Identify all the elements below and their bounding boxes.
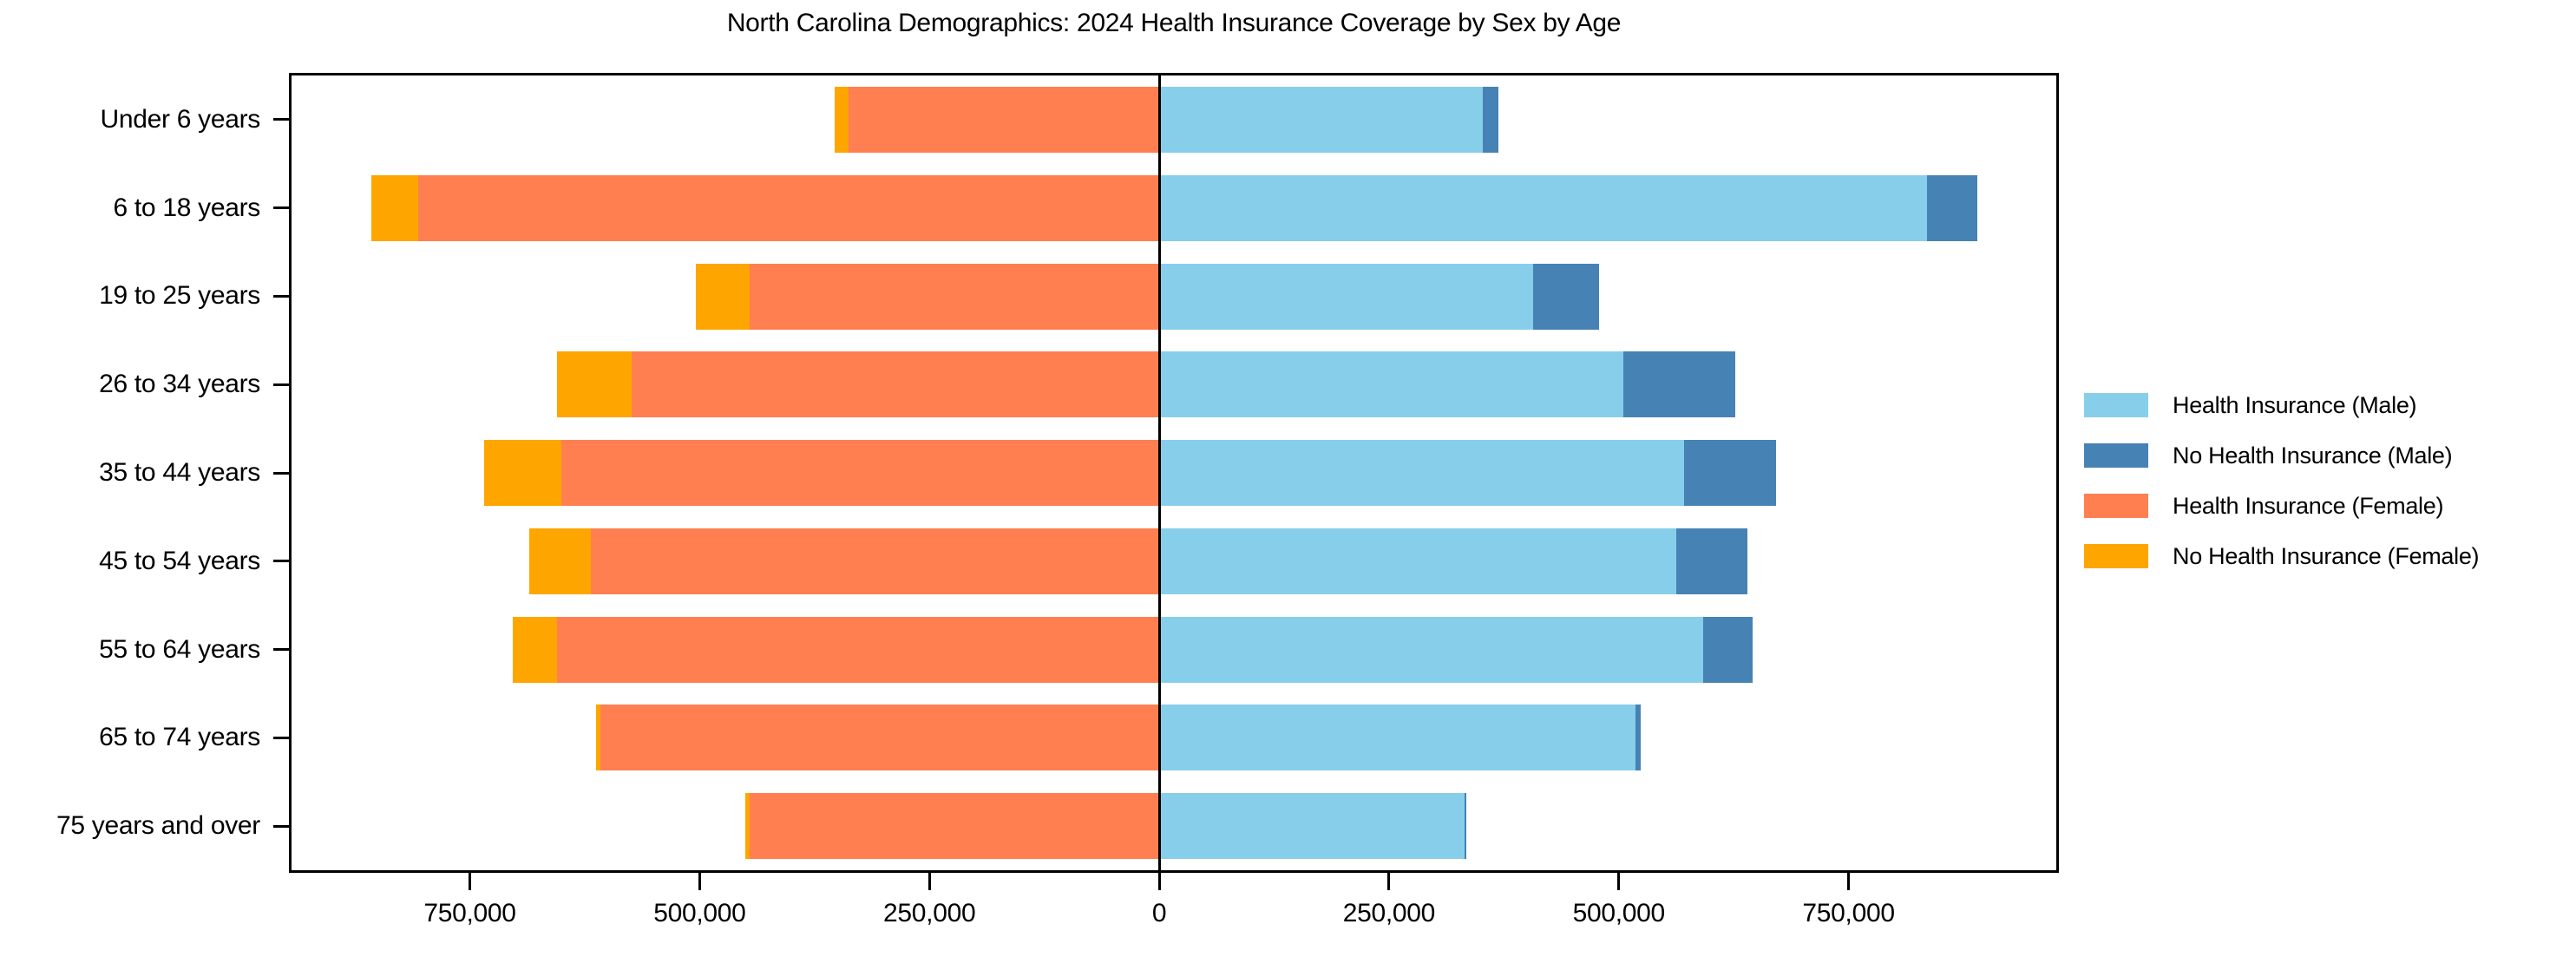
y-axis-category-label: 45 to 54 years [99,546,260,575]
bar-segment-health-insurance-male [1159,87,1483,153]
bar-segment-no-health-insurance-male [1482,87,1498,153]
x-axis-tick [698,873,701,890]
x-axis-tick [469,873,472,890]
y-axis-tick [273,383,289,386]
bar-segment-no-health-insurance-male [1683,440,1776,507]
y-axis-category-label: 26 to 34 years [99,370,260,399]
x-axis-tick-label: 0 [1151,899,1167,928]
bar-segment-no-health-insurance-female [371,174,419,241]
legend-swatch-icon [2084,544,2148,568]
x-axis-tick-label: 500,000 [1572,899,1666,928]
legend-item: No Health Insurance (Male) [2084,430,2479,481]
bar-segment-no-health-insurance-male [1926,174,1977,241]
bar-segment-health-insurance-female [561,440,1160,507]
legend-label: Health Insurance (Male) [2173,391,2417,418]
legend-swatch-icon [2084,494,2148,518]
bar-rows [292,75,2056,870]
legend: Health Insurance (Male) No Health Insuran… [2084,380,2480,581]
x-axis-tick-label: 500,000 [653,899,746,928]
y-axis-tick [273,736,289,739]
bar-segment-health-insurance-female [749,793,1160,860]
bar-segment-no-health-insurance-female [529,528,592,594]
bar-segment-no-health-insurance-female [835,87,849,153]
legend-label: No Health Insurance (Female) [2173,542,2480,569]
y-axis-tick [273,118,289,121]
y-axis-tick [273,560,289,563]
y-axis-category-label: 6 to 18 years [113,193,260,222]
bar-segment-health-insurance-male [1159,263,1534,330]
bar-segment-health-insurance-female [848,87,1160,153]
x-axis-tick-label: 750,000 [1802,899,1895,928]
legend-swatch-icon [2084,443,2148,468]
y-axis-tick [273,206,289,210]
zero-axis-line [1157,75,1161,870]
bar-segment-no-health-insurance-male [1623,351,1736,418]
y-axis-tick [273,648,289,652]
bar-segment-health-insurance-male [1159,705,1635,771]
plot-area [289,73,2059,873]
x-axis-tick-label: 250,000 [1342,899,1436,928]
bar-segment-health-insurance-female [600,705,1160,771]
y-axis-tick [273,824,289,828]
legend-item: No Health Insurance (Female) [2084,531,2480,581]
bar-segment-no-health-insurance-female [484,440,562,507]
bar-segment-health-insurance-female [591,528,1160,594]
bar-segment-no-health-insurance-male [1676,528,1748,594]
legend-item: Health Insurance (Female) [2084,481,2479,531]
bar-row [292,340,2056,429]
bar-row [292,164,2056,252]
y-axis-category-label: Under 6 years [100,104,260,134]
y-axis: Under 6 years 6 to 18 years 19 to 25 years… [0,73,289,873]
y-axis-category-label: 55 to 64 years [99,634,260,664]
bar-row [292,693,2056,782]
legend-label: Health Insurance (Female) [2173,492,2444,519]
x-axis-tick-label: 250,000 [883,899,976,928]
y-axis-category-label: 65 to 74 years [99,723,260,752]
y-axis-tick [273,471,289,475]
y-axis-tick [273,294,289,298]
bar-segment-no-health-insurance-female [696,263,750,330]
bar-segment-no-health-insurance-female [745,793,750,860]
chart-title: North Carolina Demographics: 2024 Health… [726,9,1622,37]
bar-row [292,429,2056,517]
legend-item: Health Insurance (Male) [2084,380,2479,430]
bar-row [292,252,2056,341]
x-axis-tick [927,873,931,890]
bar-segment-no-health-insurance-male [1703,616,1753,683]
bar-segment-health-insurance-male [1159,174,1927,241]
bar-segment-health-insurance-male [1159,616,1704,683]
x-axis-tick [1157,873,1161,890]
bar-row [292,782,2056,870]
bar-segment-no-health-insurance-male [1533,263,1600,330]
bar-segment-no-health-insurance-female [557,351,632,418]
x-axis-tick [1387,873,1391,890]
x-axis-tick [1847,873,1851,890]
bar-segment-no-health-insurance-female [595,705,600,771]
bar-segment-health-insurance-female [557,616,1160,683]
bar-segment-health-insurance-female [418,174,1160,241]
x-axis-tick [1617,873,1621,890]
bar-segment-no-health-insurance-male [1635,705,1642,771]
bar-segment-no-health-insurance-male [1464,793,1466,860]
bar-segment-health-insurance-female [631,351,1160,418]
bar-segment-no-health-insurance-female [513,616,558,683]
bar-segment-health-insurance-male [1159,528,1677,594]
x-axis-tick-label: 750,000 [423,899,516,928]
bar-row [292,606,2056,694]
y-axis-category-label: 35 to 44 years [99,458,260,487]
legend-swatch-icon [2084,393,2148,417]
bar-segment-health-insurance-male [1159,351,1624,418]
bar-segment-health-insurance-male [1159,793,1465,860]
bar-segment-health-insurance-male [1159,440,1684,507]
y-axis-category-label: 19 to 25 years [99,281,260,311]
legend-label: No Health Insurance (Male) [2173,442,2453,469]
bar-segment-health-insurance-female [749,263,1160,330]
y-axis-category-label: 75 years and over [56,811,260,841]
bar-row [292,75,2056,164]
bar-row [292,517,2056,606]
